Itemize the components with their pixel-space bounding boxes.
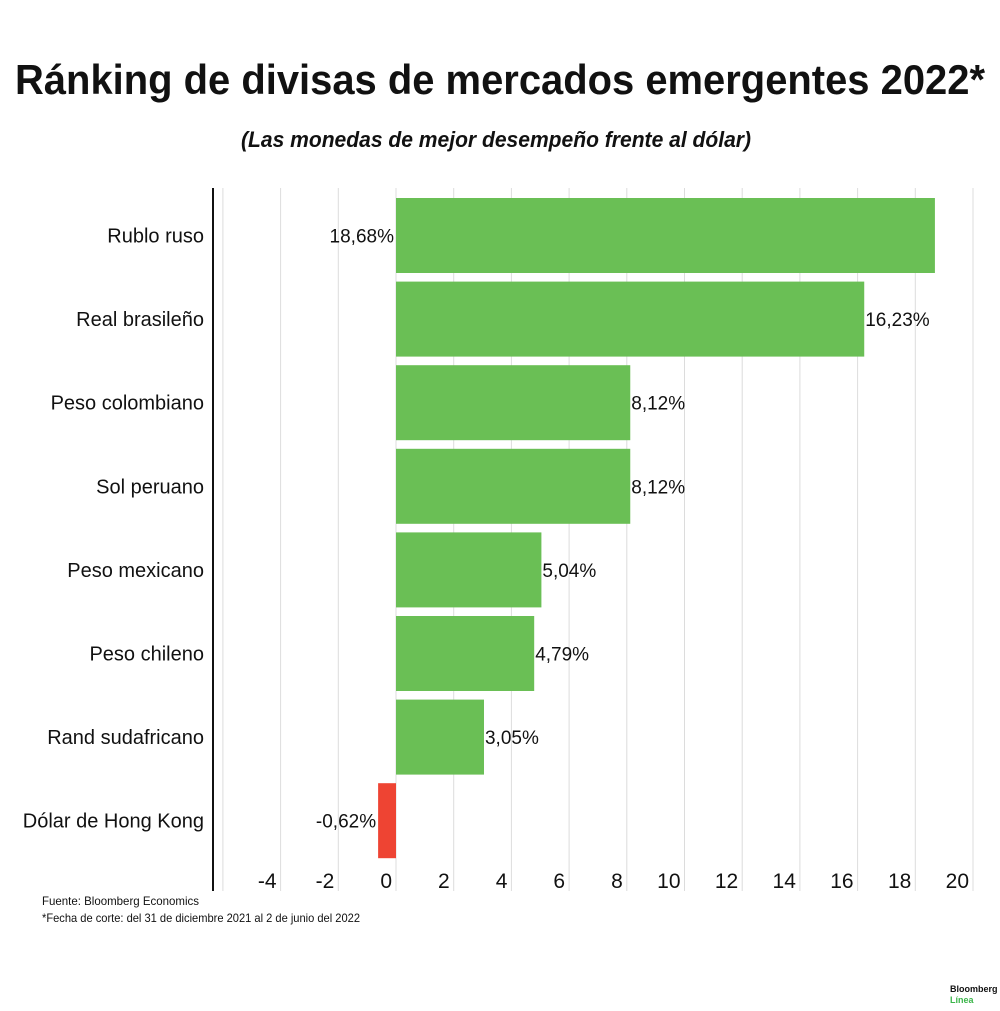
- category-label: Real brasileño: [76, 309, 204, 331]
- x-tick-label: 18: [888, 870, 911, 893]
- bar: [396, 365, 631, 441]
- x-tick-label: 20: [946, 870, 969, 893]
- bar: [378, 783, 396, 859]
- logo-line2: Línea: [950, 995, 975, 1005]
- bloomberg-linea-logo: Bloomberg Línea: [950, 984, 998, 1005]
- x-tick-label: 2: [438, 870, 450, 893]
- data-label: -0,62%: [316, 812, 376, 833]
- data-label: 5,04%: [542, 561, 596, 582]
- category-label: Dólar de Hong Kong: [23, 811, 204, 833]
- chart-subtitle: (Las monedas de mejor desempeño frente a…: [241, 127, 751, 152]
- category-label: Rublo ruso: [107, 226, 204, 248]
- category-label: Rand sudafricano: [47, 727, 204, 749]
- x-tick-label: -2: [316, 870, 335, 893]
- data-label: 8,12%: [631, 394, 685, 415]
- x-tick-label: 10: [657, 870, 680, 893]
- data-label: 16,23%: [865, 310, 930, 331]
- bar: [396, 448, 631, 524]
- logo-line1: Bloomberg: [950, 984, 998, 994]
- footer-source: Fuente: Bloomberg Economics: [42, 894, 199, 908]
- x-tick-label: 0: [380, 870, 392, 893]
- x-tick-label: 16: [830, 870, 853, 893]
- category-label: Sol peruano: [96, 476, 204, 498]
- bar: [396, 616, 535, 691]
- bar: [396, 198, 935, 273]
- category-label: Peso chileno: [89, 644, 204, 666]
- x-tick-label: 4: [496, 870, 508, 893]
- data-label: 8,12%: [631, 477, 685, 498]
- category-label: Peso mexicano: [67, 560, 204, 582]
- x-tick-label: 12: [715, 870, 738, 893]
- bar: [396, 281, 865, 357]
- x-tick-label: 14: [773, 870, 797, 893]
- data-label: 4,79%: [535, 645, 589, 666]
- chart-title: Ránking de divisas de mercados emergente…: [15, 56, 986, 103]
- data-label: 18,68%: [330, 227, 395, 248]
- x-tick-label: 6: [553, 870, 565, 893]
- footer-note: *Fecha de corte: del 31 de diciembre 202…: [42, 911, 360, 925]
- bar: [396, 699, 484, 775]
- category-label: Peso colombiano: [51, 393, 204, 415]
- bar: [396, 532, 542, 608]
- x-tick-label: 8: [611, 870, 623, 893]
- x-tick-label: -4: [258, 870, 277, 893]
- data-label: 3,05%: [485, 728, 539, 749]
